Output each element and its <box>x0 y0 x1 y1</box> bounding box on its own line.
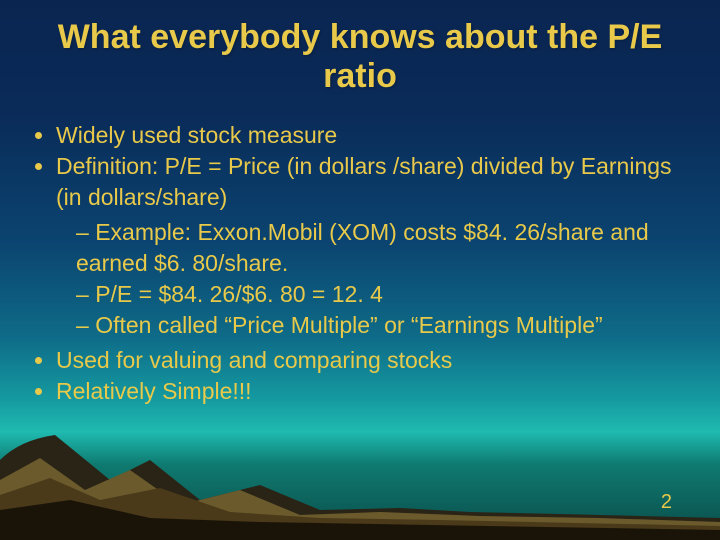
page-number: 2 <box>661 491 672 514</box>
bullet-item: Widely used stock measure <box>56 120 692 151</box>
bullet-item: Definition: P/E = Price (in dollars /sha… <box>56 151 692 341</box>
sub-bullet-list: Example: Exxon.Mobil (XOM) costs $84. 26… <box>56 217 692 341</box>
bullet-text: Relatively Simple!!! <box>56 378 252 404</box>
bullet-text: Used for valuing and comparing stocks <box>56 347 452 373</box>
bullet-item: Used for valuing and comparing stocks <box>56 345 692 376</box>
sub-bullet-text: Often called “Price Multiple” or “Earnin… <box>95 312 602 338</box>
bullet-item: Relatively Simple!!! <box>56 376 692 407</box>
sub-bullet-item: Often called “Price Multiple” or “Earnin… <box>76 310 692 341</box>
sub-bullet-text: Example: Exxon.Mobil (XOM) costs $84. 26… <box>76 219 649 276</box>
sub-bullet-text: P/E = $84. 26/$6. 80 = 12. 4 <box>95 281 383 307</box>
bullet-text: Definition: P/E = Price (in dollars /sha… <box>56 153 672 210</box>
sub-bullet-item: Example: Exxon.Mobil (XOM) costs $84. 26… <box>76 217 692 279</box>
bullet-text: Widely used stock measure <box>56 122 337 148</box>
slide: What everybody knows about the P/E ratio… <box>0 0 720 540</box>
bullet-list: Widely used stock measure Definition: P/… <box>28 120 692 407</box>
slide-title: What everybody knows about the P/E ratio <box>0 18 720 96</box>
sub-bullet-item: P/E = $84. 26/$6. 80 = 12. 4 <box>76 279 692 310</box>
slide-body: Widely used stock measure Definition: P/… <box>28 120 692 407</box>
